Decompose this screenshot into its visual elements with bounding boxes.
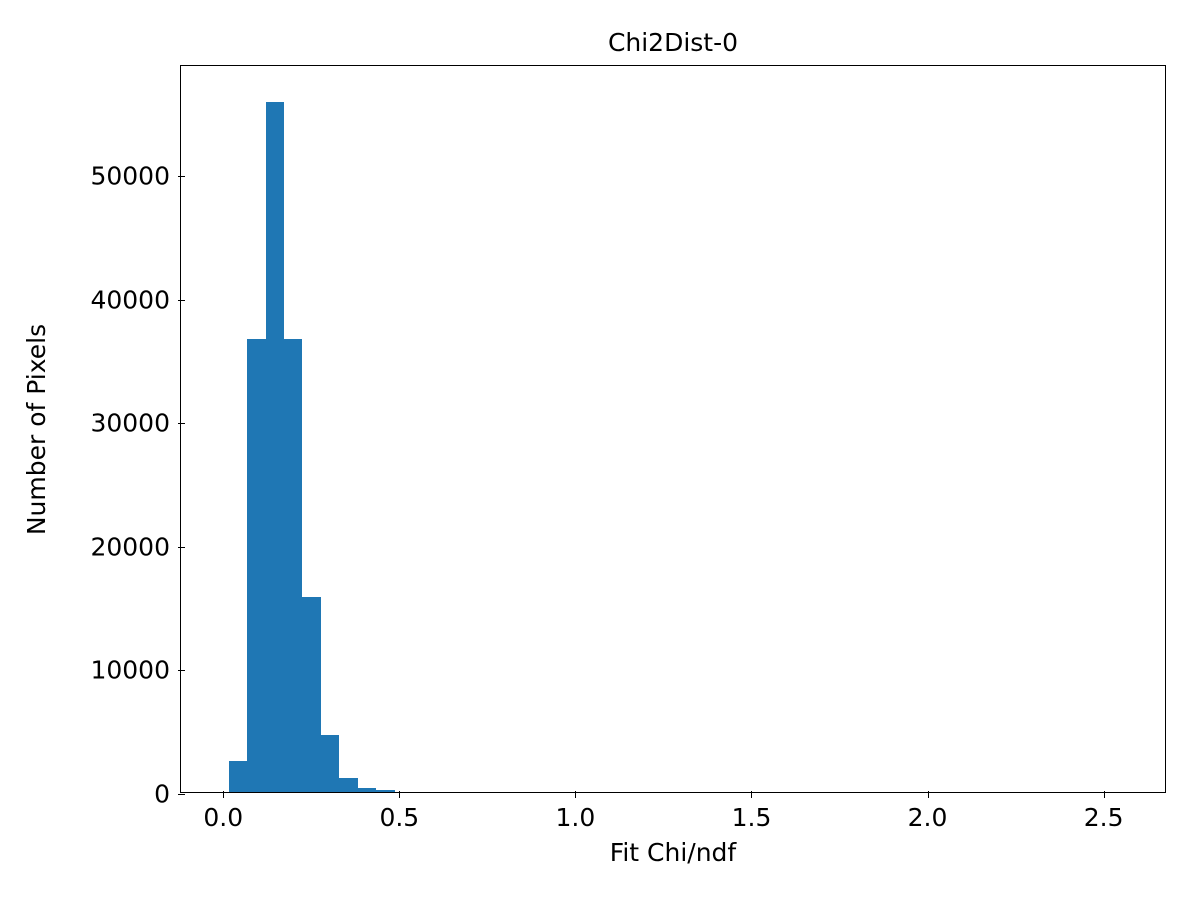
y-tick-mark	[177, 299, 185, 301]
x-tick-mark	[1103, 791, 1105, 798]
y-tick-mark	[177, 794, 185, 795]
x-tick-mark	[223, 791, 225, 798]
histogram-bar	[339, 778, 358, 792]
histogram-bar	[302, 596, 321, 792]
histogram-bar	[228, 760, 248, 792]
y-tick-mark	[177, 546, 185, 548]
histogram-bar	[357, 788, 377, 792]
x-tick-mark	[399, 791, 401, 798]
x-tick-label: 2.5	[1083, 803, 1124, 832]
plot-area: 0 10000 20000 30000 40000 50000 0.0 0.5 1.0 1.5 2…	[90, 65, 1166, 832]
x-axis-label: Fit Chi/ndf	[609, 838, 737, 867]
x-tick-mark	[927, 791, 929, 798]
x-tick-label: 2.0	[907, 803, 948, 832]
x-tick-mark	[575, 791, 577, 798]
y-tick-label: 50000	[90, 161, 170, 191]
histogram-bar	[376, 790, 395, 792]
y-tick-mark	[177, 670, 185, 672]
y-tick-mark	[177, 176, 185, 177]
x-tick-label: 0.5	[379, 803, 420, 832]
y-tick-label: 30000	[90, 408, 170, 438]
x-tick-label: 0.0	[203, 803, 244, 832]
histogram-bar	[284, 339, 303, 792]
histogram-bar	[320, 735, 340, 792]
histogram-bars	[181, 66, 1165, 792]
y-tick-mark	[177, 423, 185, 425]
y-axis-label: Number of Pixels	[22, 65, 52, 793]
y-tick-label: 40000	[90, 285, 170, 315]
x-tick-label: 1.5	[731, 803, 772, 832]
y-tick-label: 0	[154, 779, 170, 809]
histogram-bar	[247, 339, 266, 792]
x-tick-mark	[751, 791, 753, 798]
y-tick-label: 10000	[90, 655, 170, 685]
y-axis-label-text: Number of Pixels	[22, 323, 52, 535]
y-tick-label: 20000	[90, 532, 170, 562]
histogram-bar	[265, 102, 284, 792]
x-tick-label: 1.0	[555, 803, 596, 832]
chart-title: Chi2Dist-0	[607, 28, 739, 57]
